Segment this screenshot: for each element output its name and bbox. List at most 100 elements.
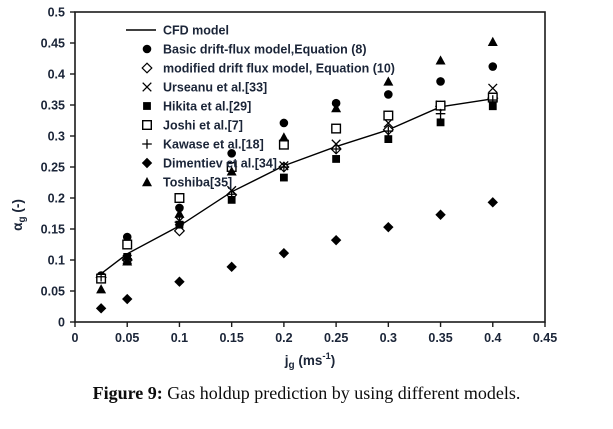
y-tick-label: 0 [58, 316, 65, 330]
legend-label: Toshiba[35] [163, 176, 232, 190]
legend-label: Basic drift-flux model,Equation (8) [163, 43, 367, 57]
legend-marker-diamond-open [141, 62, 153, 74]
legend-label: Kawase et al.[18] [163, 138, 264, 152]
data-point [384, 135, 393, 143]
data-point [227, 149, 236, 158]
data-point [383, 126, 394, 136]
data-point [487, 36, 498, 46]
legend-label: Joshi et al.[7] [163, 119, 243, 133]
data-point [488, 102, 497, 111]
chart-canvas: 0 0.05 0.1 0.15 0.2 0.25 0.3 0.35 0.4 0.45 0 0.05 0.… [10, 6, 558, 372]
data-point [96, 284, 107, 294]
x-axis-label: jg (ms-1) [284, 351, 336, 371]
data-point [279, 162, 289, 172]
data-point [331, 139, 341, 149]
axes: 0 0.05 0.1 0.15 0.2 0.25 0.3 0.35 0.4 0.45 0 0.05 0.… [41, 6, 558, 346]
y-tick-label: 0.3 [48, 130, 65, 144]
figure-caption-text: Gas holdup prediction by using different… [162, 383, 521, 403]
legend-marker-plus [142, 139, 152, 149]
y-tick-label: 0.05 [41, 285, 65, 299]
data-point [226, 261, 237, 273]
legend-label: Dimentiev et al.[34] [163, 157, 277, 171]
figure-9-chart: 0 0.05 0.1 0.15 0.2 0.25 0.3 0.35 0.4 0.45 0 0.05 0.… [10, 6, 558, 372]
x-tick-label: 0.05 [115, 331, 139, 345]
data-point [122, 239, 133, 250]
y-axis-label: αg (-) [10, 199, 28, 231]
legend-label: Urseanu et al.[33] [163, 81, 267, 95]
y-tick-label: 0.1 [48, 254, 65, 268]
legend-marker-x [142, 82, 152, 92]
data-point [332, 155, 341, 163]
series-8 [96, 36, 498, 294]
series-1 [96, 62, 498, 280]
data-point [436, 77, 445, 86]
x-tick-label: 0.35 [428, 331, 452, 345]
data-point [487, 95, 498, 105]
data-point [95, 303, 107, 314]
data-point [384, 90, 393, 99]
x-tick-label: 0 [72, 331, 79, 345]
data-point [278, 139, 289, 150]
data-point [174, 208, 185, 218]
data-point [226, 189, 237, 200]
data-point [331, 123, 342, 134]
x-tick-label: 0.2 [275, 331, 292, 345]
data-point [174, 276, 185, 287]
data-point [487, 197, 498, 208]
data-point [174, 217, 185, 227]
x-tick-label: 0.45 [533, 331, 557, 345]
legend-label: Hikita et al.[29] [163, 100, 251, 114]
data-point [175, 203, 184, 213]
data-point [435, 100, 446, 111]
data-point [331, 103, 342, 113]
legend-marker-square-open [141, 119, 152, 130]
data-point [278, 132, 289, 142]
legend: CFD model Basic drift-flux model,Equation… [126, 24, 395, 190]
data-point [174, 192, 185, 203]
legend-label: modified drift flux model, Equation (10) [163, 62, 395, 76]
plot-frame [74, 11, 546, 323]
figure-caption: Figure 9: Gas holdup prediction by using… [0, 383, 613, 404]
x-tick-label: 0.1 [171, 331, 188, 345]
data-point [383, 221, 394, 233]
data-point [227, 195, 236, 204]
series-7 [95, 197, 498, 314]
data-point [279, 118, 289, 128]
y-tick-label: 0.15 [41, 223, 65, 237]
x-tick-label: 0.3 [380, 331, 397, 345]
legend-marker-square-filled [143, 102, 151, 110]
legend-marker-circle-filled [142, 44, 152, 54]
figure-caption-label: Figure 9: [92, 383, 163, 403]
y-tick-label: 0.35 [41, 99, 65, 113]
data-point [226, 166, 237, 176]
series-6 [96, 95, 498, 282]
data-point [278, 247, 290, 259]
data-point [383, 110, 394, 121]
x-tick-label: 0.15 [219, 331, 243, 345]
data-point [331, 144, 341, 154]
data-point [383, 76, 394, 86]
data-point [488, 62, 498, 71]
y-tick-label: 0.2 [48, 192, 65, 206]
data-point [96, 271, 106, 282]
x-tick-label: 0.4 [484, 331, 501, 345]
data-point [122, 256, 133, 266]
data-point [122, 232, 132, 242]
data-point [488, 83, 498, 94]
data-point [435, 55, 446, 65]
legend-label: CFD model [163, 24, 229, 38]
data-point [435, 108, 446, 119]
y-tick-label: 0.5 [48, 6, 65, 20]
data-point [435, 209, 446, 220]
data-point [122, 293, 133, 305]
y-tick-label: 0.25 [41, 161, 65, 175]
y-tick-label: 0.45 [41, 37, 65, 51]
legend-marker-diamond-filled [141, 157, 153, 169]
legend-marker-triangle-filled [142, 177, 152, 187]
y-tick-label: 0.4 [48, 68, 65, 82]
data-point [436, 118, 445, 127]
data-point [330, 234, 342, 246]
data-point [279, 173, 288, 182]
x-tick-label: 0.25 [324, 331, 348, 345]
